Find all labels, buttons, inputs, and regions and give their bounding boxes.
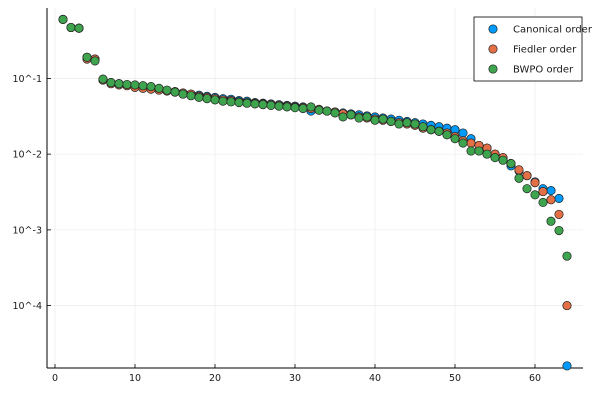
data-point: [90, 56, 100, 66]
data-point: [226, 97, 236, 107]
x-tick-label: 10: [129, 373, 141, 384]
data-point: [410, 119, 420, 129]
data-point: [74, 23, 84, 33]
x-tick-label: 40: [369, 373, 381, 384]
data-point: [266, 100, 276, 110]
data-point: [178, 89, 188, 99]
data-point: [482, 149, 492, 159]
data-point: [122, 79, 132, 90]
legend-label: BWPO order: [513, 65, 574, 76]
data-point: [154, 83, 164, 93]
data-point: [346, 110, 356, 120]
x-tick-label: 20: [209, 373, 221, 384]
data-point: [434, 126, 444, 136]
data-point: [314, 105, 324, 115]
data-point: [458, 138, 468, 148]
data-point: [490, 153, 500, 163]
data-point: [466, 146, 476, 156]
data-point: [250, 99, 260, 109]
data-point: [522, 171, 532, 181]
data-point: [522, 184, 532, 194]
data-point: [546, 216, 556, 226]
y-tick-label: 10^-4: [12, 301, 42, 312]
series-bwpo-order: [58, 14, 572, 261]
y-tick-label: 10^-2: [12, 150, 42, 161]
data-point: [106, 78, 116, 88]
legend-label: Canonical order: [513, 25, 593, 36]
data-point: [330, 108, 340, 118]
data-point: [514, 165, 524, 175]
data-point: [402, 118, 412, 128]
data-point: [538, 187, 548, 197]
legend-marker: [488, 44, 498, 54]
legend-label: Fiedler order: [513, 45, 577, 56]
data-point: [562, 301, 572, 311]
x-tick-label: 0: [52, 373, 58, 384]
data-point: [370, 115, 380, 125]
data-point: [538, 197, 548, 208]
data-point: [114, 79, 124, 89]
data-point: [546, 186, 556, 196]
x-tick-label: 60: [529, 373, 541, 384]
data-point: [562, 251, 572, 261]
data-point: [554, 225, 564, 236]
y-tick-label: 10^-1: [12, 74, 42, 85]
data-point: [138, 81, 148, 91]
data-point: [234, 97, 244, 108]
data-point: [306, 102, 316, 112]
data-point: [554, 193, 564, 203]
data-point: [562, 361, 572, 371]
data-point: [506, 159, 516, 169]
data-point: [458, 128, 468, 138]
x-tick-label: 30: [289, 373, 301, 384]
data-point: [218, 96, 228, 106]
data-point: [130, 80, 140, 90]
data-point: [498, 155, 508, 165]
axes: [46, 8, 583, 369]
x-tick-label: 50: [449, 373, 461, 384]
legend-marker: [488, 24, 498, 34]
data-point: [530, 190, 540, 200]
legend-marker: [488, 64, 498, 74]
data-point: [546, 195, 556, 205]
data-point: [418, 122, 428, 132]
data-point: [530, 178, 540, 188]
data-point: [194, 92, 204, 103]
data-point: [514, 173, 524, 183]
data-point: [258, 100, 268, 110]
data-point: [554, 209, 564, 219]
data-point: [170, 87, 180, 97]
legend: Canonical order Fiedler order BWPO order: [473, 16, 593, 82]
data-point: [290, 103, 300, 113]
data-point: [362, 112, 372, 122]
data-point: [98, 74, 108, 84]
ticks: 0 10 20 30 40 50 60 10^-1 10^-2 10^-3 10^-4: [12, 74, 541, 384]
data-point: [322, 106, 332, 116]
data-point: [442, 130, 452, 140]
data-point: [474, 146, 484, 156]
data-point: [66, 22, 76, 33]
data-point: [394, 119, 404, 129]
data-point: [450, 134, 460, 144]
data-point: [210, 95, 220, 105]
data-point: [146, 82, 156, 92]
data-point: [282, 102, 292, 112]
data-point: [466, 138, 476, 148]
y-tick-label: 10^-3: [12, 225, 42, 236]
data-point: [426, 125, 436, 135]
data-point: [202, 94, 212, 104]
data-point: [82, 52, 92, 62]
data-point: [186, 91, 196, 101]
data-point: [386, 116, 396, 127]
data-point: [58, 14, 68, 25]
data-point: [242, 98, 252, 108]
data-point: [298, 103, 308, 114]
data-point: [338, 112, 348, 122]
data-point: [378, 114, 388, 124]
data-points: [58, 14, 572, 371]
data-point: [162, 85, 172, 95]
data-point: [354, 113, 364, 123]
data-point: [274, 101, 284, 111]
